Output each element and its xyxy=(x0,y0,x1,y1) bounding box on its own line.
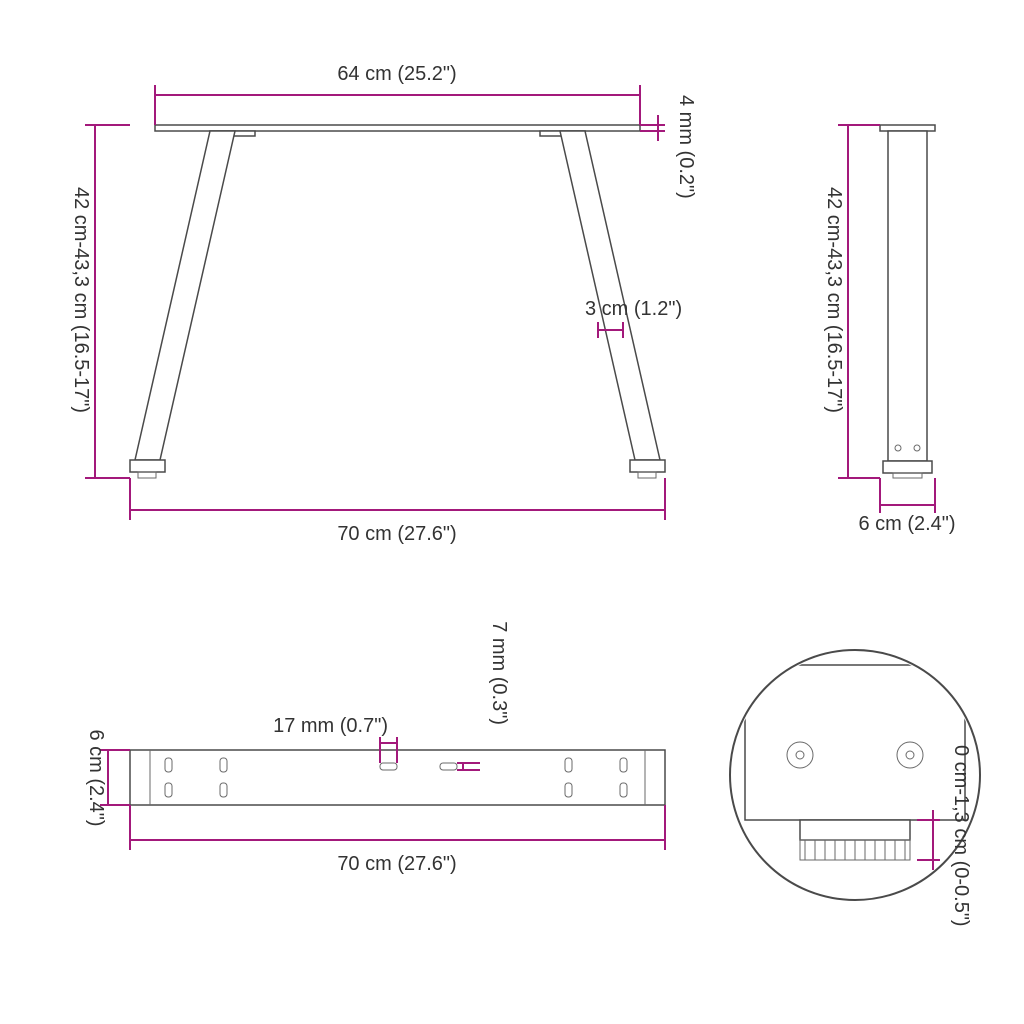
dim-bottom-width: 70 cm (27.6") xyxy=(130,478,665,545)
dim-height-left: 42 cm-43,3 cm (16.5-17") xyxy=(70,125,130,478)
dim-side-depth: 6 cm (2.4") xyxy=(858,478,955,535)
side-view: 42 cm-43,3 cm (16.5-17") 6 cm (2.4") xyxy=(823,125,956,535)
dim-top-width: 64 cm (25.2") xyxy=(155,63,640,125)
label-height-left: 42 cm-43,3 cm (16.5-17") xyxy=(70,187,92,413)
dim-side-height: 42 cm-43,3 cm (16.5-17") xyxy=(823,125,880,478)
front-view: 64 cm (25.2") 4 mm (0.2") 42 cm-43,3 cm … xyxy=(70,63,697,545)
label-topview-width: 70 cm (27.6") xyxy=(337,853,456,875)
label-side-depth: 6 cm (2.4") xyxy=(858,513,955,535)
dim-top-width: 70 cm (27.6") xyxy=(130,805,665,875)
diagram-root: 64 cm (25.2") 4 mm (0.2") 42 cm-43,3 cm … xyxy=(0,0,1024,1024)
dim-leg-width: 3 cm (1.2") xyxy=(585,298,682,338)
top-view: 6 cm (2.4") 17 mm (0.7") 7 mm (0.3") 70 … xyxy=(85,621,665,875)
label-leg-width: 3 cm (1.2") xyxy=(585,298,682,320)
label-top-width: 64 cm (25.2") xyxy=(337,63,456,85)
dim-top-thickness: 4 mm (0.2") xyxy=(640,95,697,199)
label-slot-w: 7 mm (0.3") xyxy=(488,621,510,725)
label-side-height: 42 cm-43,3 cm (16.5-17") xyxy=(823,187,845,413)
label-slot-len: 17 mm (0.7") xyxy=(273,715,388,737)
label-top-depth: 6 cm (2.4") xyxy=(85,729,107,826)
detail-view: 0 cm-1,3 cm (0-0.5") xyxy=(730,650,980,927)
label-adjust: 0 cm-1,3 cm (0-0.5") xyxy=(950,745,972,927)
label-top-thick: 4 mm (0.2") xyxy=(675,95,697,199)
dim-slot-w: 7 mm (0.3") xyxy=(457,621,510,770)
dim-top-depth: 6 cm (2.4") xyxy=(85,729,130,826)
label-bottom-width: 70 cm (27.6") xyxy=(337,523,456,545)
